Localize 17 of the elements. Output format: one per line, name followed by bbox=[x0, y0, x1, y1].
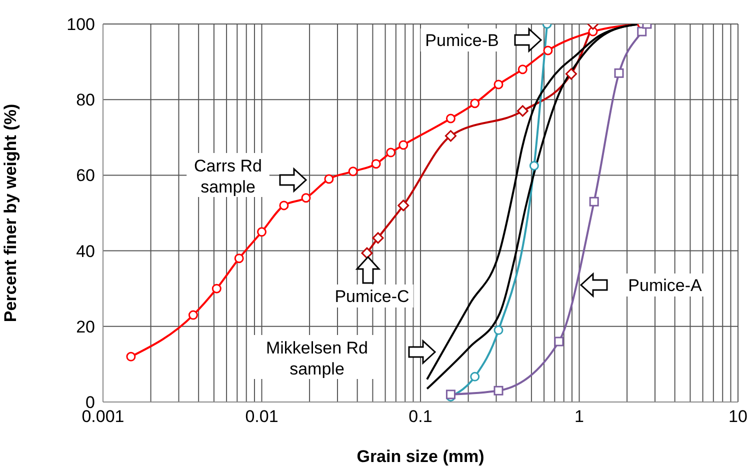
annotation: Pumice-A bbox=[628, 276, 703, 295]
annotation: Mikkelsen Rd sample bbox=[266, 338, 368, 378]
y-tick-label: 20 bbox=[76, 317, 95, 336]
annotation: Carrs Rd sample bbox=[194, 156, 262, 196]
annotation: Pumice-B bbox=[425, 31, 499, 50]
y-tick-label: 40 bbox=[76, 242, 95, 261]
y-tick-label: 100 bbox=[66, 15, 95, 34]
y-tick-label: 60 bbox=[76, 166, 95, 186]
x-tick-label: 0.001 bbox=[82, 407, 124, 426]
x-tick-label: 0.01 bbox=[245, 407, 278, 426]
x-tick-label: 1 bbox=[574, 407, 584, 426]
x-tick-label: 0.1 bbox=[408, 407, 432, 426]
annotation: Pumice-C bbox=[334, 287, 410, 306]
y-axis-title: Percent finer by weight (%) bbox=[1, 104, 20, 322]
x-axis-title: Grain size (mm) bbox=[356, 447, 484, 466]
x-tick-label: 10 bbox=[728, 407, 748, 426]
y-tick-label: 80 bbox=[76, 90, 95, 110]
